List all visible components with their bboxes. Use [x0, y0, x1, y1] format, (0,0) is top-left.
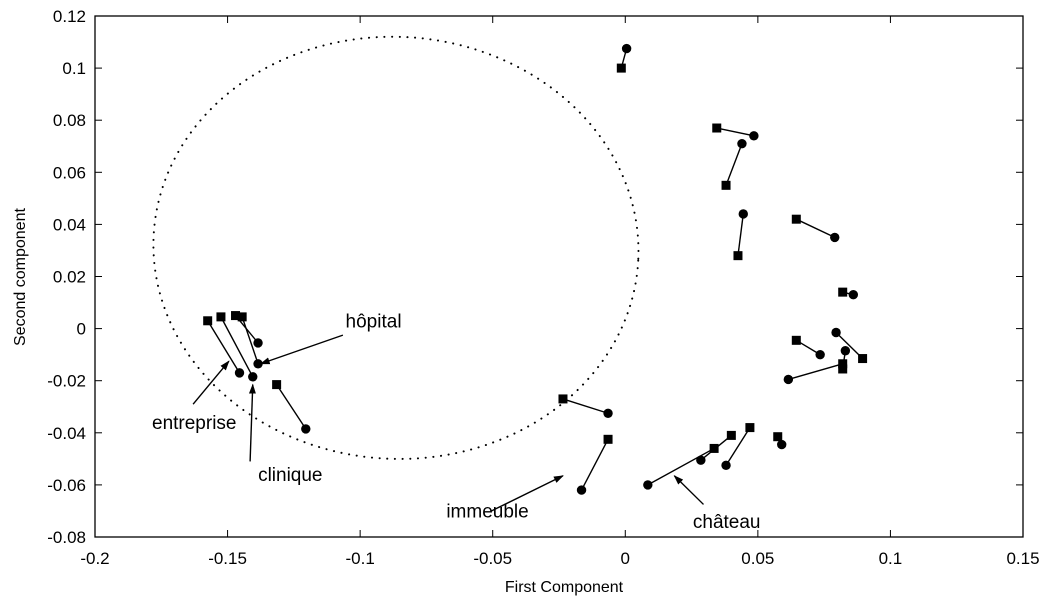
circle-marker-21: [301, 424, 311, 434]
square-marker-21: [272, 380, 282, 390]
pair-line-3: [725, 143, 743, 186]
annotation-arrow-immeuble: [491, 475, 564, 512]
circle-marker-18: [248, 372, 258, 382]
circle-marker-12: [721, 460, 731, 471]
annotation-arrow-hopital: [259, 334, 344, 365]
y-tick-label-4: -0.02: [47, 372, 86, 391]
x-tick-label-6: 0.05: [741, 549, 774, 568]
annotation-arrow-clinique: [248, 383, 256, 462]
square-marker-19: [231, 311, 241, 321]
circle-marker-10: [783, 374, 794, 385]
pair-line-2: [716, 127, 755, 137]
circle-marker-13: [696, 455, 706, 465]
axes-layer: -0.2 -0.15 -0.1 -0.05 0 0.05 0.1 0.15 -0.08 -0.06…: [47, 7, 1039, 568]
circle-marker-9: [840, 346, 851, 356]
y-tick-label-9: 0.08: [53, 111, 86, 130]
x-tick-label-5: 0: [621, 549, 630, 568]
square-marker-20: [237, 312, 247, 322]
square-marker-18: [216, 312, 226, 322]
square-marker-4: [733, 251, 743, 261]
annotation-label-immeuble: immeuble: [446, 501, 528, 522]
axes-frame: [94, 15, 1024, 538]
pair-line-5: [796, 218, 836, 239]
pair-line-16: [580, 438, 609, 491]
annotation-arrow-chateau: [673, 475, 704, 505]
pair-line-21: [276, 384, 307, 430]
circle-marker-14: [643, 480, 653, 490]
y-tick-label-5: 0: [77, 320, 86, 339]
circle-marker-6: [848, 290, 859, 300]
circle-marker-19: [253, 338, 263, 348]
annotation-label-clinique: clinique: [258, 465, 322, 486]
annotation-label-entreprise: entreprise: [152, 413, 237, 434]
x-tick-label-2: -0.15: [208, 549, 247, 568]
pair-line-12: [725, 427, 751, 466]
square-marker-5: [791, 214, 801, 224]
circle-marker-2: [749, 131, 759, 141]
circle-marker-15: [603, 408, 613, 418]
x-tick-label-3: -0.1: [345, 549, 374, 568]
circle-marker-11: [777, 439, 787, 450]
square-marker-15: [558, 394, 568, 404]
circle-marker-4: [738, 209, 748, 219]
annotation-label-hopital: hôpital: [346, 311, 402, 332]
y-tick-label-6: 0.02: [53, 268, 86, 287]
x-tick-label-7: 0.1: [879, 549, 903, 568]
circle-marker-5: [830, 232, 840, 243]
pair-line-18: [220, 316, 254, 378]
square-marker-8: [858, 354, 868, 364]
circle-marker-17: [234, 368, 245, 378]
pair-line-15: [562, 398, 609, 414]
square-marker-17: [203, 316, 213, 326]
square-marker-11: [773, 432, 783, 442]
y-tick-label-11: 0.12: [53, 7, 86, 26]
square-marker-1: [616, 63, 626, 73]
y-tick-label-1: -0.08: [47, 528, 86, 547]
y-tick-label-7: 0.04: [53, 215, 86, 234]
pair-line-4: [737, 213, 744, 256]
x-tick-label-8: 0.15: [1006, 549, 1039, 568]
x-tick-label-4: -0.05: [473, 549, 512, 568]
plot-layer: hôpital entreprise clinique immeuble château: [152, 35, 868, 533]
y-tick-label-8: 0.06: [53, 163, 86, 182]
square-marker-6: [838, 287, 848, 297]
y-tick-label-10: 0.1: [62, 59, 86, 78]
annotation-label-chateau: château: [693, 512, 761, 533]
y-tick-label-3: -0.04: [47, 424, 86, 443]
square-marker-13: [726, 430, 736, 440]
square-marker-10: [838, 359, 848, 369]
y-axis-title: Second component: [12, 208, 29, 346]
square-marker-14: [709, 443, 719, 453]
circle-marker-7: [815, 349, 825, 360]
x-tick-label-1: -0.2: [80, 549, 109, 568]
square-marker-3: [721, 180, 731, 190]
dotted-ellipse: [152, 35, 640, 460]
x-axis-title: First Component: [505, 579, 624, 596]
pair-line-20: [241, 316, 259, 364]
annotation-arrow-entreprise: [192, 360, 230, 405]
square-marker-9: [838, 364, 848, 374]
square-marker-16: [603, 434, 613, 444]
circle-marker-16: [576, 485, 587, 495]
circle-marker-1: [621, 43, 632, 54]
pair-line-10: [788, 363, 843, 381]
pair-line-14: [647, 447, 715, 486]
pair-line-17: [207, 320, 241, 374]
y-tick-label-2: -0.06: [47, 476, 86, 495]
circle-marker-3: [737, 138, 747, 149]
square-marker-7: [791, 335, 801, 345]
square-marker-12: [745, 423, 755, 433]
square-marker-2: [712, 123, 722, 133]
circle-marker-8: [831, 327, 841, 338]
